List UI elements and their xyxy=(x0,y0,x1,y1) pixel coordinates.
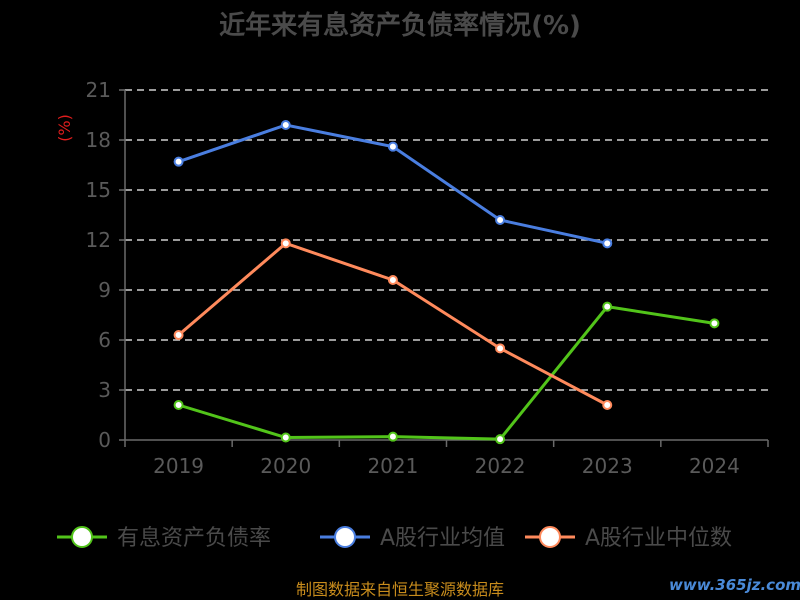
chart-title: 近年来有息资产负债率情况(%) xyxy=(219,10,581,41)
data-point[interactable] xyxy=(173,400,184,410)
data-point[interactable] xyxy=(280,238,291,249)
series-lines xyxy=(173,120,720,445)
data-point[interactable] xyxy=(495,434,506,445)
y-tick-label: 3 xyxy=(98,378,111,402)
data-point[interactable] xyxy=(602,400,613,410)
grid xyxy=(125,89,768,391)
legend-item-0[interactable]: 有息资产负债率 xyxy=(57,526,271,551)
legend-label: A股行业均值 xyxy=(380,526,505,551)
legend-swatch-marker xyxy=(334,526,356,548)
data-point[interactable] xyxy=(280,120,291,130)
data-point[interactable] xyxy=(495,343,506,354)
legend-item-2[interactable]: A股行业中位数 xyxy=(525,526,732,551)
legend-swatch-marker xyxy=(539,526,561,548)
data-point[interactable] xyxy=(495,215,506,225)
y-tick-label: 21 xyxy=(86,78,111,102)
data-point[interactable] xyxy=(173,330,184,340)
series-line xyxy=(178,305,715,441)
data-point[interactable] xyxy=(602,238,613,249)
axes: 0 3 6 9 12 15 18 21 2019 2020 2021 2022 2023 2024 xyxy=(86,78,769,478)
y-tick-label: 12 xyxy=(86,228,111,252)
series-2 xyxy=(173,238,613,410)
data-point[interactable] xyxy=(280,432,291,443)
series-line xyxy=(177,241,608,407)
legend-item-1[interactable]: A股行业均值 xyxy=(320,526,505,551)
watermark: www.365jz.com xyxy=(669,576,800,594)
legend-swatch-marker xyxy=(71,526,93,548)
data-point[interactable] xyxy=(387,275,398,285)
legend-label: 有息资产负债率 xyxy=(117,526,271,551)
data-point[interactable] xyxy=(709,318,720,329)
series-0 xyxy=(173,301,720,445)
y-tick-label: 15 xyxy=(86,178,111,202)
legend: 有息资产负债率 A股行业均值 A股行业中位数 xyxy=(57,526,732,551)
y-axis-label: (%) xyxy=(55,114,74,142)
y-tick-label: 6 xyxy=(98,328,111,352)
y-tick-label: 9 xyxy=(98,278,111,302)
x-tick-label: 2022 xyxy=(475,454,526,478)
y-tick-label: 18 xyxy=(86,128,111,152)
x-tick-label: 2021 xyxy=(367,454,418,478)
x-tick-label: 2023 xyxy=(582,454,633,478)
series-1 xyxy=(173,120,613,249)
data-point[interactable] xyxy=(387,141,398,152)
x-tick-label: 2019 xyxy=(153,454,204,478)
data-point[interactable] xyxy=(602,301,613,312)
x-tick-label: 2024 xyxy=(689,454,740,478)
data-source: 制图数据来自恒生聚源数据库 xyxy=(296,580,504,599)
data-point[interactable] xyxy=(387,431,398,442)
data-point[interactable] xyxy=(173,156,184,167)
y-tick-label: 0 xyxy=(98,428,111,452)
legend-label: A股行业中位数 xyxy=(585,526,732,551)
x-tick-label: 2020 xyxy=(260,454,311,478)
